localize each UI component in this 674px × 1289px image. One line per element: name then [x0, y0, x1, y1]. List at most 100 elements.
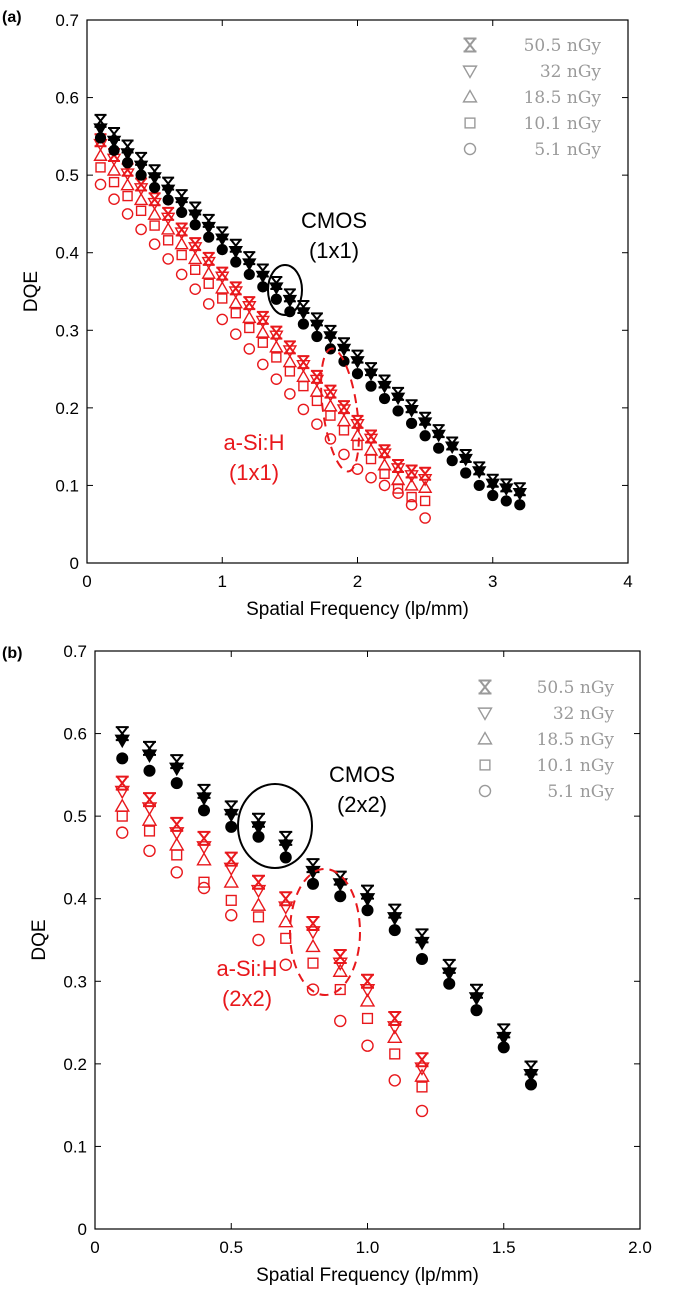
data-point-glyph	[176, 206, 188, 218]
data-point	[174, 236, 189, 250]
data-point	[201, 221, 216, 235]
x-tick-label: 0	[90, 1238, 99, 1257]
data-point	[229, 238, 242, 253]
data-point	[175, 268, 188, 281]
data-point	[252, 830, 265, 843]
data-point	[311, 330, 323, 343]
data-point	[197, 881, 211, 895]
data-point-glyph	[350, 356, 365, 369]
data-point	[500, 495, 512, 507]
data-point-glyph	[414, 1068, 430, 1082]
data-point	[135, 223, 147, 236]
data-point-glyph	[121, 157, 134, 169]
data-point	[108, 144, 120, 156]
data-point-glyph	[350, 418, 365, 432]
data-point	[351, 368, 364, 380]
data-point-glyph	[388, 1010, 402, 1026]
data-point	[176, 249, 187, 261]
data-point	[149, 181, 161, 194]
data-point	[431, 429, 446, 443]
data-point-glyph	[392, 405, 404, 417]
data-point-glyph	[175, 268, 188, 281]
data-point-glyph	[406, 491, 417, 503]
data-point	[363, 368, 379, 382]
data-point	[297, 355, 310, 370]
data-point-glyph	[306, 858, 320, 874]
legend-entry: 5.1 nGy	[547, 782, 614, 802]
data-point	[270, 293, 282, 305]
data-point	[496, 1031, 512, 1046]
data-point-glyph	[419, 512, 431, 524]
data-point	[414, 936, 430, 951]
data-point	[255, 270, 271, 284]
data-point-glyph	[133, 160, 149, 174]
data-point-glyph	[171, 849, 183, 861]
data-point	[406, 417, 418, 429]
data-point-glyph	[306, 877, 320, 890]
data-point-glyph	[203, 231, 215, 243]
data-point	[243, 296, 256, 311]
data-point	[417, 474, 433, 487]
data-point	[460, 467, 472, 479]
data-point-glyph	[162, 194, 174, 206]
data-point	[256, 310, 269, 325]
data-point	[282, 345, 298, 358]
panel-label: (a)	[2, 9, 22, 26]
legend-symbol-glyph	[479, 759, 491, 771]
data-point-glyph	[524, 1060, 538, 1076]
data-point-glyph	[446, 455, 458, 467]
data-point	[390, 463, 406, 476]
legend-entry: 5.1 nGy	[534, 140, 601, 160]
data-point	[333, 870, 347, 886]
data-point	[170, 816, 184, 832]
data-point	[215, 280, 230, 294]
data-point	[170, 754, 184, 770]
data-point-glyph	[338, 355, 350, 367]
data-point-glyph	[278, 913, 294, 928]
data-point-glyph	[252, 874, 265, 890]
data-point-glyph	[334, 890, 347, 903]
series-asi-square	[116, 810, 428, 1093]
data-point	[278, 901, 294, 915]
data-point	[415, 952, 429, 966]
data-point	[441, 967, 457, 981]
data-point-glyph	[333, 870, 347, 886]
data-point	[323, 331, 338, 344]
data-point-glyph	[224, 851, 238, 867]
data-point	[499, 483, 514, 496]
data-point	[189, 264, 201, 275]
y-axis-label: DQE	[29, 919, 50, 960]
data-point	[361, 1039, 374, 1052]
data-point	[160, 212, 176, 226]
data-point	[169, 762, 185, 777]
data-point	[217, 293, 228, 304]
chart-panel-b: (b) 0 0.1 0.2 0.3 0.4 0.5 0.6 0.7 0 0.5 1.0 1.5 2.0 Sp…	[2, 642, 652, 1286]
data-point-glyph	[108, 176, 120, 188]
data-point	[279, 891, 293, 907]
data-point-glyph	[309, 319, 325, 333]
data-point	[473, 479, 485, 492]
data-point-glyph	[141, 802, 158, 816]
data-point-glyph	[496, 1031, 512, 1046]
data-point-glyph	[269, 282, 284, 296]
y-tick-label: 0.5	[63, 807, 87, 826]
data-point	[133, 183, 149, 196]
data-point	[524, 1060, 538, 1076]
legend-symbol	[463, 142, 477, 156]
data-point-glyph	[499, 483, 514, 496]
data-point	[297, 300, 310, 315]
series-cmos-triangle-down	[114, 734, 539, 1083]
data-point	[196, 792, 212, 806]
y-axis-label: DQE	[21, 271, 42, 312]
data-point-glyph	[414, 936, 430, 951]
data-point-glyph	[147, 197, 162, 211]
data-point	[524, 1078, 538, 1091]
data-point-glyph	[201, 221, 216, 235]
data-point	[269, 339, 284, 353]
data-point-glyph	[336, 343, 352, 357]
data-point	[443, 977, 456, 990]
data-point	[114, 734, 130, 749]
data-point	[243, 251, 256, 266]
data-point-glyph	[223, 862, 239, 877]
data-point-glyph	[271, 352, 282, 363]
